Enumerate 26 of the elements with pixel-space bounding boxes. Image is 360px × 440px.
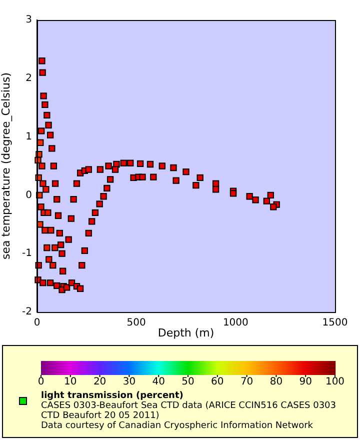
- color-bar-label: 10: [64, 376, 77, 388]
- y-tick-label: 0: [26, 190, 32, 201]
- y-axis-title: sea temperature (degree_Celsius): [0, 72, 12, 260]
- color-bar-label: 100: [325, 376, 345, 388]
- color-bar-label: 80: [270, 376, 283, 388]
- color-bar-label: 60: [211, 376, 224, 388]
- color-bar-label: 0: [38, 376, 44, 388]
- text: CASES 0303-Beaufort Sea CTD data (ARICE CCIN516 CASES 0303 CTD Beaufort 20 05 2011): [41, 401, 337, 421]
- x-tick-label: 1000: [222, 318, 248, 329]
- color-bar-title: light transmission (percent): [41, 391, 184, 401]
- color-bar-label: 40: [152, 376, 165, 388]
- text: Data courtesy of Canadian Cryospheric Information Network: [41, 421, 314, 431]
- y-tick-label: 1: [26, 131, 32, 142]
- y-tick-label: -1: [22, 248, 32, 260]
- y-tick-label: 2: [26, 72, 32, 84]
- color-bar-label: 50: [182, 376, 194, 388]
- x-axis-title: Depth (m): [158, 326, 214, 340]
- x-tick-label: 0: [34, 318, 40, 329]
- color-bar-label: 30: [122, 376, 136, 388]
- x-tick-label: 1500: [322, 318, 348, 329]
- color-bar-label: 70: [240, 376, 254, 388]
- y-tick-label: -2: [22, 306, 32, 318]
- color-bar-label: 90: [299, 376, 312, 388]
- color-bar-label: 20: [93, 376, 106, 388]
- x-tick-label: 500: [126, 318, 146, 329]
- y-tick-label: 3: [26, 14, 32, 26]
